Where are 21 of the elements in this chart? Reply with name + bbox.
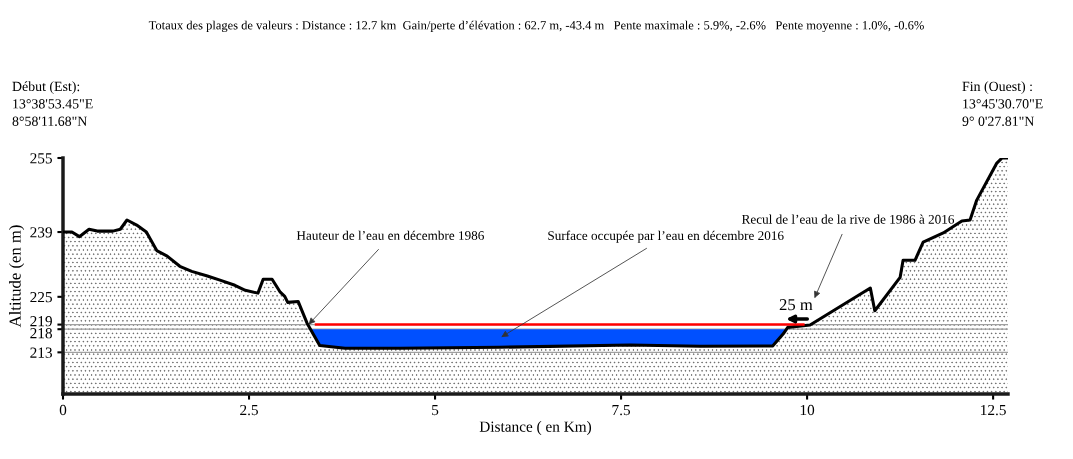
x-tick-label: 10 bbox=[800, 404, 815, 416]
annotation: Surface occupée par l’eau en décembre 2016 bbox=[548, 230, 784, 243]
y-tick-label: 239 bbox=[30, 227, 52, 238]
y-tick-label: 225 bbox=[30, 292, 52, 303]
y-tick-label: 213 bbox=[30, 347, 52, 358]
text: Début (Est): 13°38'53.45"E 8°58'11.68"N bbox=[12, 81, 93, 126]
annotation: Recul de l’eau de la rive de 1986 à 2016 bbox=[741, 214, 955, 224]
x-tick-label: 0 bbox=[59, 404, 67, 416]
x-tick-label: 2.5 bbox=[240, 404, 258, 416]
y-tick-label: 219 bbox=[30, 316, 52, 327]
annotation: 25 m bbox=[779, 299, 813, 311]
y-axis-title: Altitude (en m) bbox=[9, 225, 25, 328]
x-tick-label: 12.5 bbox=[981, 404, 1006, 416]
y-tick-label: 218 bbox=[30, 328, 52, 339]
x-axis-title: Distance ( en Km) bbox=[479, 421, 592, 435]
x-tick-label: 5 bbox=[432, 405, 439, 416]
y-tick-label: 255 bbox=[30, 153, 52, 164]
x-tick-label: 7.5 bbox=[612, 405, 631, 416]
chart-title: Totaux des plages de valeurs : Distance : 12.7 km Gain/perte d’élévation : 62.7 m, -43.4 m Pente maximale : 5.9%, -2.6% Pente moyenne : 1.0%, -0.6% bbox=[148, 20, 924, 33]
text: Fin (Ouest) : 13°45'30.70"E 9° 0'27.81"N bbox=[962, 81, 1043, 126]
annotation: Hauteur de l’eau en décembre 1986 bbox=[296, 230, 484, 240]
